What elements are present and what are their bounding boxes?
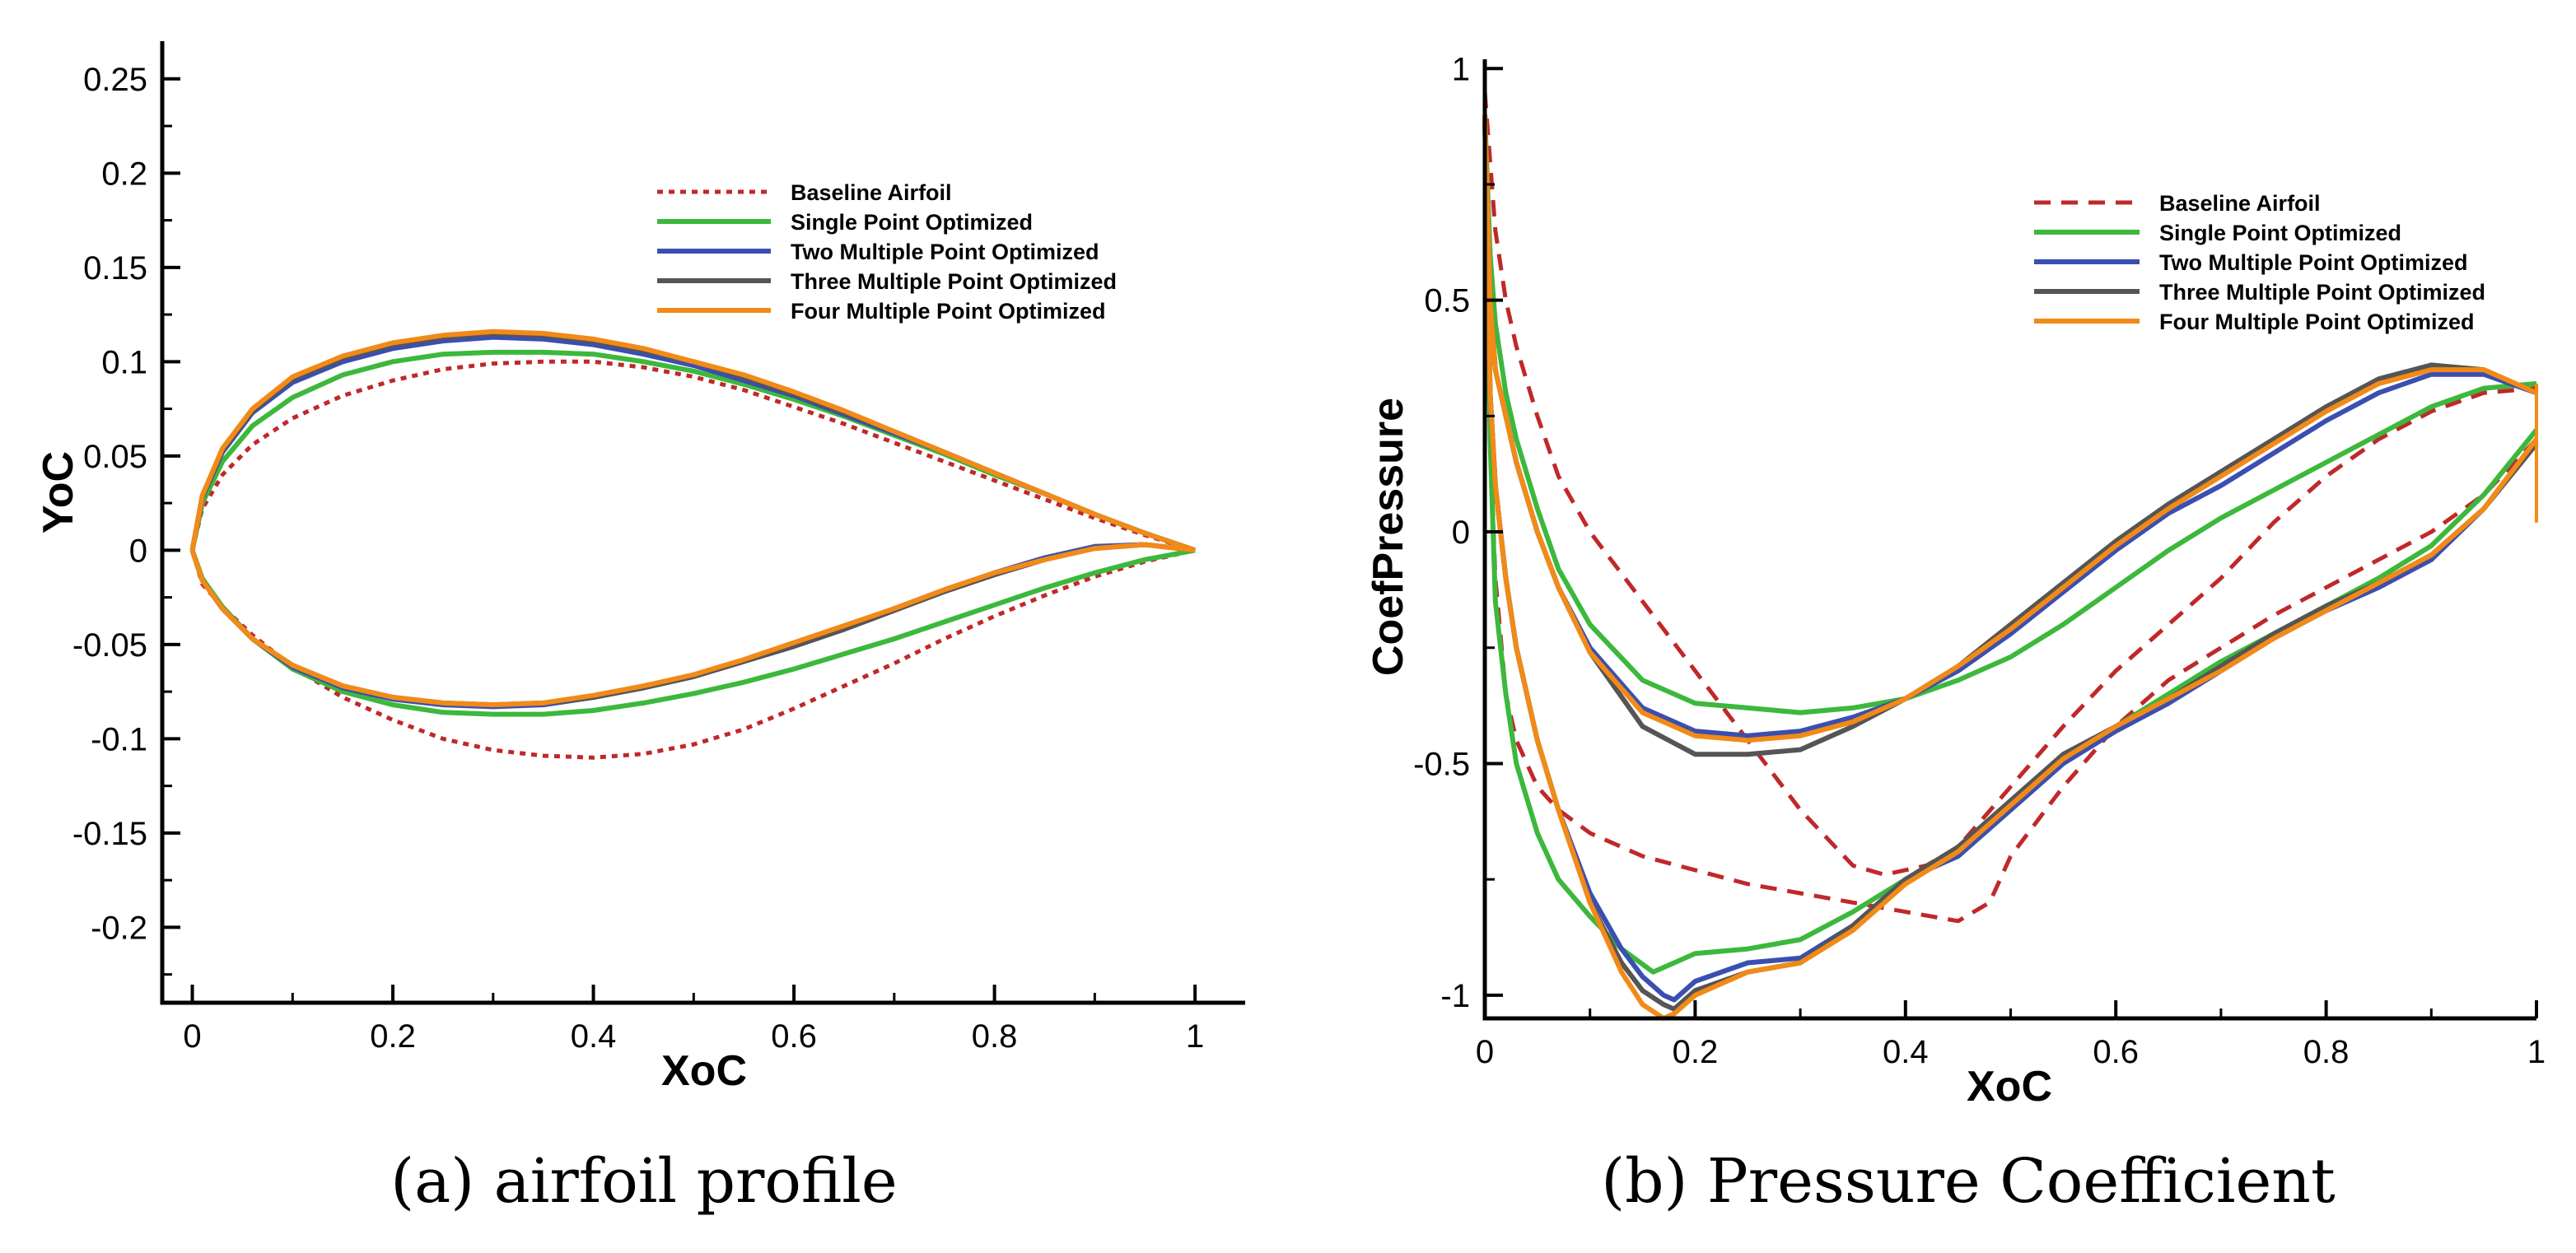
airfoil-series-three-multiple-point-optimized-lower xyxy=(189,542,1196,708)
airfoil-y-tick-label: 0.1 xyxy=(101,344,147,380)
airfoil-x-axis-title: XoC xyxy=(661,1047,747,1095)
cp-legend: Baseline Airfoil Single Point Optimized Tw… xyxy=(2034,191,2485,334)
airfoil-caption: (a) airfoil profile xyxy=(390,1146,897,1217)
cp-legend-label-single-point-optimized: Single Point Optimized xyxy=(2159,221,2401,245)
airfoil-y-tick-label: -0.2 xyxy=(91,910,147,946)
airfoil-series-single-point-optimized-upper xyxy=(189,349,1197,553)
airfoil-y-tick-label: 0.2 xyxy=(101,156,147,192)
cp-y-tick-label: 0 xyxy=(1452,515,1470,551)
airfoil-series-group xyxy=(189,328,1197,760)
airfoil-y-tick-label: 0.15 xyxy=(83,250,147,286)
cp-y-tick-label: 0.5 xyxy=(1424,283,1470,319)
airfoil-legend: Baseline Airfoil Single Point Optimized Tw… xyxy=(657,180,1117,324)
cp-series-four-multiple-point-optimized-surface-b xyxy=(1482,114,2539,1021)
airfoil-y-tick-label: -0.1 xyxy=(91,721,147,757)
airfoil-series-four-multiple-point-optimized-upper xyxy=(189,328,1197,553)
cp-axes-frame xyxy=(1482,59,2536,1021)
airfoil-y-tick-label: 0.25 xyxy=(83,62,147,98)
airfoil-series-two-multiple-point-optimized-lower xyxy=(189,542,1196,710)
cp-x-axis-title: XoC xyxy=(1967,1063,2052,1111)
cp-legend-label-four-multiple-point-optimized: Four Multiple Point Optimized xyxy=(2159,310,2474,334)
cp-caption: (b) Pressure Coefficient xyxy=(1601,1146,2336,1217)
cp-y-tick-label: 1 xyxy=(1452,51,1470,87)
cp-y-tick-label: -1 xyxy=(1440,978,1470,1014)
airfoil-series-baseline-airfoil-lower xyxy=(190,547,1196,760)
airfoil-x-tick-label: 0.6 xyxy=(771,1018,817,1055)
airfoil-x-tick-label: 1 xyxy=(1186,1018,1204,1055)
airfoil-ticks-group: 0 0.2 0.4 0.6 0.8 1 0.25 0.2 0.15 0.1 0.05 0 -0.05 -0… xyxy=(72,62,1204,1055)
airfoil-legend-label-three-multiple-point-optimized: Three Multiple Point Optimized xyxy=(791,269,1117,294)
airfoil-x-tick-label: 0.8 xyxy=(972,1018,1018,1055)
panel-airfoil-profile: 0 0.2 0.4 0.6 0.8 1 0.25 0.2 0.15 0.1 0.05 0 -0.05 -0… xyxy=(35,41,1245,1217)
cp-x-tick-label: 0.6 xyxy=(2093,1034,2139,1070)
airfoil-axes-frame xyxy=(160,41,1245,1005)
cp-y-axis-title: CoefPressure xyxy=(1365,398,1412,676)
airfoil-legend-label-single-point-optimized: Single Point Optimized xyxy=(791,210,1033,235)
cp-series-group xyxy=(1482,91,2539,1021)
airfoil-y-tick-label: 0.05 xyxy=(83,439,147,475)
airfoil-legend-label-two-multiple-point-optimized: Two Multiple Point Optimized xyxy=(791,240,1099,264)
panel-pressure-coefficient: 0 0.2 0.4 0.6 0.8 1 1 0.5 0 -0.5 -1 XoC CoefPressu… xyxy=(1365,51,2546,1217)
cp-x-tick-label: 0.4 xyxy=(1883,1034,1929,1070)
cp-series-four-multiple-point-optimized-surface-a xyxy=(1482,114,2538,743)
airfoil-legend-label-baseline-airfoil: Baseline Airfoil xyxy=(791,180,952,205)
cp-y-tick-label: -0.5 xyxy=(1413,746,1470,782)
airfoil-y-tick-label: -0.15 xyxy=(72,816,147,852)
cp-x-tick-label: 1 xyxy=(2527,1034,2546,1070)
cp-x-tick-label: 0.2 xyxy=(1673,1034,1719,1070)
cp-series-two-multiple-point-optimized-surface-a xyxy=(1482,114,2537,738)
cp-legend-label-two-multiple-point-optimized: Two Multiple Point Optimized xyxy=(2159,250,2467,275)
airfoil-x-tick-label: 0 xyxy=(183,1018,201,1055)
cp-series-single-point-optimized-surface-a xyxy=(1482,114,2537,715)
airfoil-y-axis-title: YoC xyxy=(35,451,82,533)
airfoil-series-four-multiple-point-optimized-lower xyxy=(189,542,1196,708)
cp-ticks-group: 0 0.2 0.4 0.6 0.8 1 1 0.5 0 -0.5 -1 xyxy=(1413,51,2546,1070)
airfoil-x-tick-label: 0.4 xyxy=(571,1018,617,1055)
airfoil-y-tick-label: 0 xyxy=(129,533,147,569)
cp-series-baseline-airfoil-surface-a xyxy=(1482,91,2537,877)
airfoil-x-tick-label: 0.2 xyxy=(370,1018,416,1055)
cp-legend-label-three-multiple-point-optimized: Three Multiple Point Optimized xyxy=(2159,280,2485,305)
cp-x-tick-label: 0 xyxy=(1476,1034,1494,1070)
airfoil-legend-label-four-multiple-point-optimized: Four Multiple Point Optimized xyxy=(791,299,1105,324)
cp-legend-label-baseline-airfoil: Baseline Airfoil xyxy=(2159,191,2321,216)
cp-series-baseline-airfoil-surface-b xyxy=(1482,91,2538,924)
airfoil-series-baseline-airfoil-upper xyxy=(190,359,1196,552)
airfoil-y-tick-label: -0.05 xyxy=(72,627,147,664)
cp-x-tick-label: 0.8 xyxy=(2303,1034,2350,1070)
